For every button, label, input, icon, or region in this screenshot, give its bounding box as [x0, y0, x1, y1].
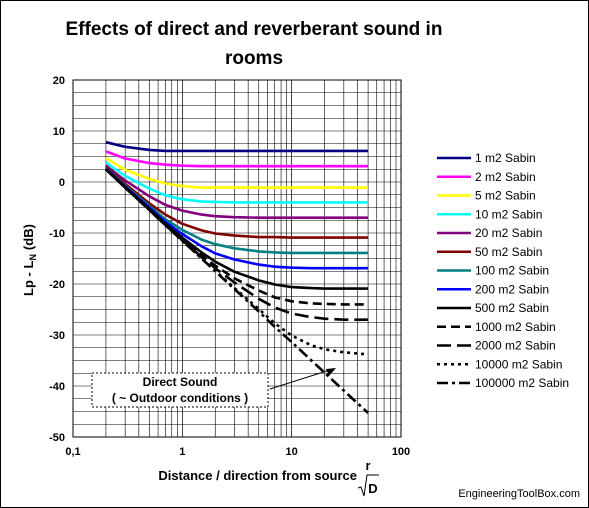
legend-entry: 2000 m2 Sabin	[475, 339, 556, 353]
series-line	[105, 140, 369, 153]
series-line	[105, 161, 369, 204]
square-root-icon	[357, 474, 379, 497]
y-axis-label-subscript: N	[28, 254, 38, 261]
y-tick-label: 10	[53, 126, 65, 138]
y-axis-label-unit: (dB)	[21, 224, 36, 250]
x-tick-label: 1	[179, 446, 185, 458]
series-lines	[105, 140, 369, 414]
annotation-arrow-head	[326, 368, 336, 376]
legend-entry: 1000 m2 Sabin	[475, 320, 556, 334]
annotation-box	[91, 372, 269, 408]
y-tick-labels: 20 10 0 -10 -20 -30 -40 -50	[49, 75, 65, 444]
y-axis-label-main: Lp - L	[21, 261, 36, 296]
series-line	[105, 164, 369, 219]
source-credit: EngineeringToolBox.com	[458, 488, 580, 500]
y-tick-label: 0	[59, 177, 65, 189]
series-line	[105, 168, 369, 306]
x-tick-label: 0,1	[65, 446, 80, 458]
x-tick-label: 100	[392, 446, 410, 458]
y-tick-label: -50	[49, 432, 65, 444]
y-tick-label: 20	[53, 75, 65, 87]
series-line	[105, 168, 369, 356]
series-line	[105, 156, 369, 189]
plot-border	[72, 79, 402, 438]
y-tick-label: -30	[49, 330, 65, 342]
chart-title-line-2: rooms	[225, 48, 283, 69]
annotation-line-1: Direct Sound	[143, 375, 218, 389]
annotation-arrow-line	[269, 368, 334, 390]
legend-entry: 5 m2 Sabin	[475, 189, 536, 203]
series-line	[105, 150, 369, 168]
legend-entry: 20 m2 Sabin	[475, 226, 542, 240]
x-tick-label: 10	[286, 446, 298, 458]
y-tick-label: -40	[49, 381, 65, 393]
legend-entry: 50 m2 Sabin	[475, 245, 542, 259]
series-line	[105, 166, 369, 239]
legend-entry: 10000 m2 Sabin	[475, 357, 562, 371]
legend-entry: 200 m2 Sabin	[475, 282, 549, 296]
y-tick-label: -10	[49, 228, 65, 240]
legend: 1 m2 Sabin 2 m2 Sabin 5 m2 Sabin 10 m2 Sabi…	[437, 151, 569, 390]
chart-title-line-1: Effects of direct and reverberant sound …	[66, 19, 443, 40]
direct-sound-annotation: Direct Sound ( ~ Outdoor conditions )	[91, 368, 336, 408]
x-axis-label-fraction-denominator: D	[368, 481, 377, 496]
legend-entry: 500 m2 Sabin	[475, 301, 549, 315]
x-axis-label: Distance / direction from source	[158, 468, 357, 483]
series-line	[105, 168, 369, 414]
legend-entry: 2 m2 Sabin	[475, 170, 536, 184]
legend-entry: 1 m2 Sabin	[475, 151, 536, 165]
legend-entry: 10 m2 Sabin	[475, 207, 542, 221]
y-tick-label: -20	[49, 279, 65, 291]
annotation-line-2: ( ~ Outdoor conditions )	[112, 391, 248, 405]
series-line	[105, 167, 369, 255]
legend-entry: 100 m2 Sabin	[475, 264, 549, 278]
x-axis-label-fraction-numerator: r	[365, 458, 370, 473]
x-tick-labels: 0,1 1 10 100	[65, 446, 410, 458]
legend-entry: 100000 m2 Sabin	[475, 376, 569, 390]
y-axis-label: Lp - LN (dB)	[21, 224, 38, 296]
